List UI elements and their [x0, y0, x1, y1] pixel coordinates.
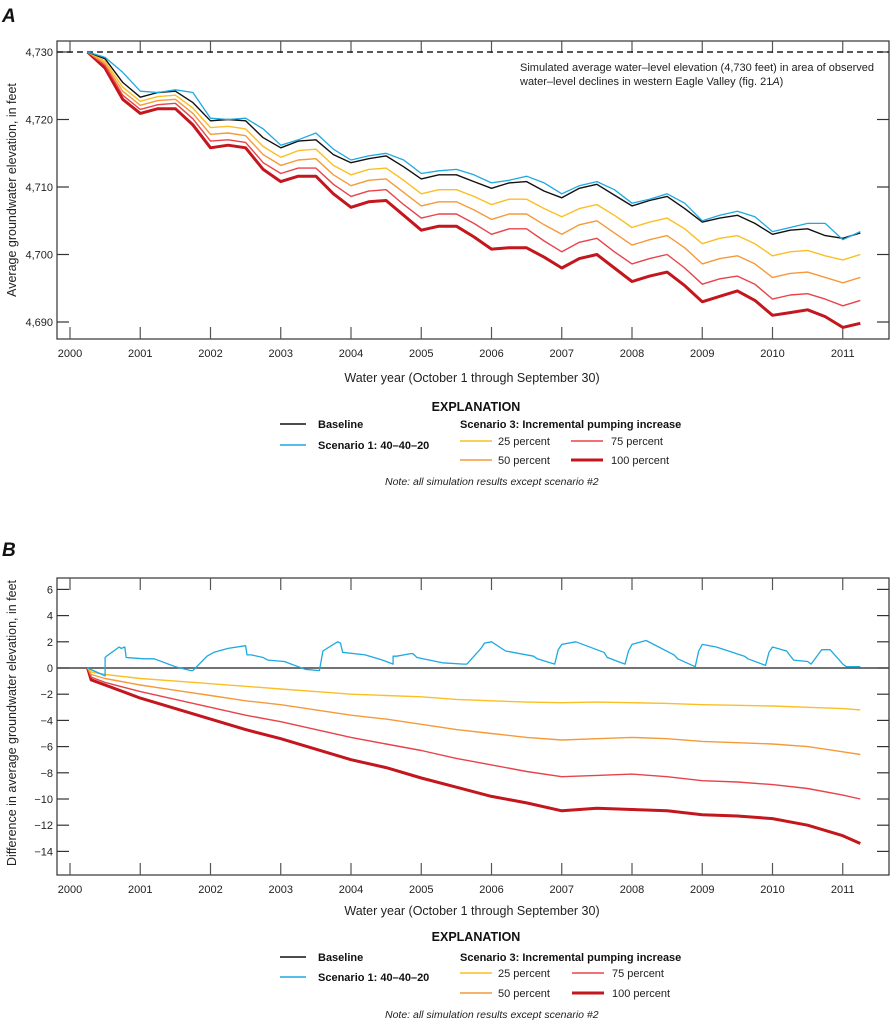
x-tick-label: 2000 — [58, 348, 82, 360]
y-tick-label: 0 — [47, 663, 53, 675]
x-tick-label: 2004 — [339, 348, 363, 360]
panel-a-letter: A — [1, 6, 16, 27]
x-tick-label: 2000 — [58, 884, 82, 896]
x-tick-label: 2002 — [198, 348, 222, 360]
y-tick-label: 2 — [47, 637, 53, 649]
series-line-p100 — [86, 50, 861, 329]
y-tick-label: −4 — [40, 715, 53, 727]
panel-b: B 2000 2001 2002 2003 2004 2005 2006 2007 2008 20… — [2, 540, 890, 918]
x-tick-label: 2010 — [760, 884, 784, 896]
legend-a-scenario1-label: Scenario 1: 40–40–20 — [318, 440, 429, 452]
y-tick-label: 4,700 — [25, 250, 53, 262]
y-tick-label: −2 — [40, 689, 53, 701]
legend-a-p50-label: 50 percent — [498, 455, 550, 467]
panel-a-frame — [56, 40, 890, 340]
y-tick-label: −6 — [40, 742, 53, 754]
x-tick-label: 2005 — [409, 884, 433, 896]
panel-b-x-axis-title: Water year (October 1 through September … — [344, 904, 599, 918]
y-tick-label: 4,690 — [25, 317, 53, 329]
x-tick-label: 2003 — [269, 348, 293, 360]
legend-a-baseline-label: Baseline — [318, 419, 363, 431]
series-line-scenario1 — [87, 639, 861, 677]
panel-a-x-axis-title: Water year (October 1 through September … — [344, 371, 599, 385]
panel-b-y-axis-title: Difference in average groundwater elevat… — [5, 579, 19, 866]
x-tick-label: 2007 — [550, 884, 574, 896]
x-tick-label: 2005 — [409, 348, 433, 360]
x-tick-label: 2002 — [198, 884, 222, 896]
x-tick-label: 2009 — [690, 348, 714, 360]
legend-b-scenario1-label: Scenario 1: 40–40–20 — [318, 972, 429, 984]
x-tick-label: 2008 — [620, 348, 644, 360]
legend-b-p75-label: 75 percent — [612, 968, 664, 980]
panel-b-letter: B — [2, 540, 16, 561]
legend-a-note: Note: all simulation results except scen… — [385, 476, 599, 488]
legend-a-p100-label: 100 percent — [611, 455, 669, 467]
x-tick-label: 2007 — [550, 348, 574, 360]
legend-b: EXPLANATION Baseline Scenario 1: 40–40–2… — [280, 930, 681, 1021]
series-line-p25 — [87, 667, 861, 711]
y-tick-label: 4 — [47, 611, 53, 623]
legend-a-p25-label: 25 percent — [498, 436, 550, 448]
x-tick-label: 2010 — [760, 348, 784, 360]
y-tick-label: −8 — [40, 768, 53, 780]
legend-b-p50-label: 50 percent — [498, 988, 550, 1000]
reference-annotation-line1: Simulated average water–level elevation … — [520, 62, 874, 74]
series-line-scenario1 — [87, 51, 861, 241]
series-line-p100 — [86, 667, 861, 845]
x-tick-label: 2004 — [339, 884, 363, 896]
y-tick-label: −10 — [34, 794, 53, 806]
reference-annotation-line2: water–level declines in western Eagle Va… — [519, 76, 783, 88]
x-tick-label: 2001 — [128, 884, 152, 896]
y-tick-label: 4,720 — [25, 115, 53, 127]
series-line-p25 — [87, 51, 861, 261]
y-tick-label: −12 — [34, 820, 53, 832]
x-tick-label: 2003 — [269, 884, 293, 896]
series-line-p50 — [86, 667, 861, 756]
legend-a-title: EXPLANATION — [432, 400, 521, 414]
x-tick-label: 2008 — [620, 884, 644, 896]
x-tick-label: 2011 — [831, 884, 855, 896]
y-tick-label: 4,710 — [25, 182, 53, 194]
panel-a-y-axis-title: Average groundwater elevation, in feet — [5, 83, 19, 297]
legend-b-baseline-label: Baseline — [318, 952, 363, 964]
legend-b-title: EXPLANATION — [432, 930, 521, 944]
legend-a-p75-label: 75 percent — [611, 436, 663, 448]
y-tick-label: 4,730 — [25, 47, 53, 59]
legend-b-scenario3-heading: Scenario 3: Incremental pumping increase — [460, 952, 681, 964]
legend-b-p100-label: 100 percent — [612, 988, 670, 1000]
y-tick-label: 6 — [47, 584, 53, 596]
reference-annotation-text: water–level declines in western Eagle Va… — [519, 76, 772, 88]
legend-b-p25-label: 25 percent — [498, 968, 550, 980]
x-tick-label: 2006 — [479, 348, 503, 360]
series-line-baseline — [87, 51, 861, 240]
x-tick-label: 2001 — [128, 348, 152, 360]
reference-annotation-italic: A — [771, 76, 779, 88]
panel-a: A 2000 2001 2002 2003 2004 2005 2006 2007 2008 20… — [1, 6, 890, 385]
series-line-p75 — [86, 667, 861, 800]
legend-a: EXPLANATION Baseline Scenario 1: 40–40–2… — [280, 400, 681, 488]
legend-a-scenario3-heading: Scenario 3: Incremental pumping increase — [460, 419, 681, 431]
series-line-p50 — [87, 51, 861, 284]
x-tick-label: 2011 — [831, 348, 855, 360]
series-line-p75 — [87, 51, 861, 307]
panel-b-frame — [56, 577, 890, 876]
x-tick-label: 2009 — [690, 884, 714, 896]
x-tick-label: 2006 — [479, 884, 503, 896]
reference-annotation-close: ) — [780, 76, 784, 88]
y-tick-label: −14 — [34, 846, 53, 858]
legend-b-note: Note: all simulation results except scen… — [385, 1009, 599, 1021]
